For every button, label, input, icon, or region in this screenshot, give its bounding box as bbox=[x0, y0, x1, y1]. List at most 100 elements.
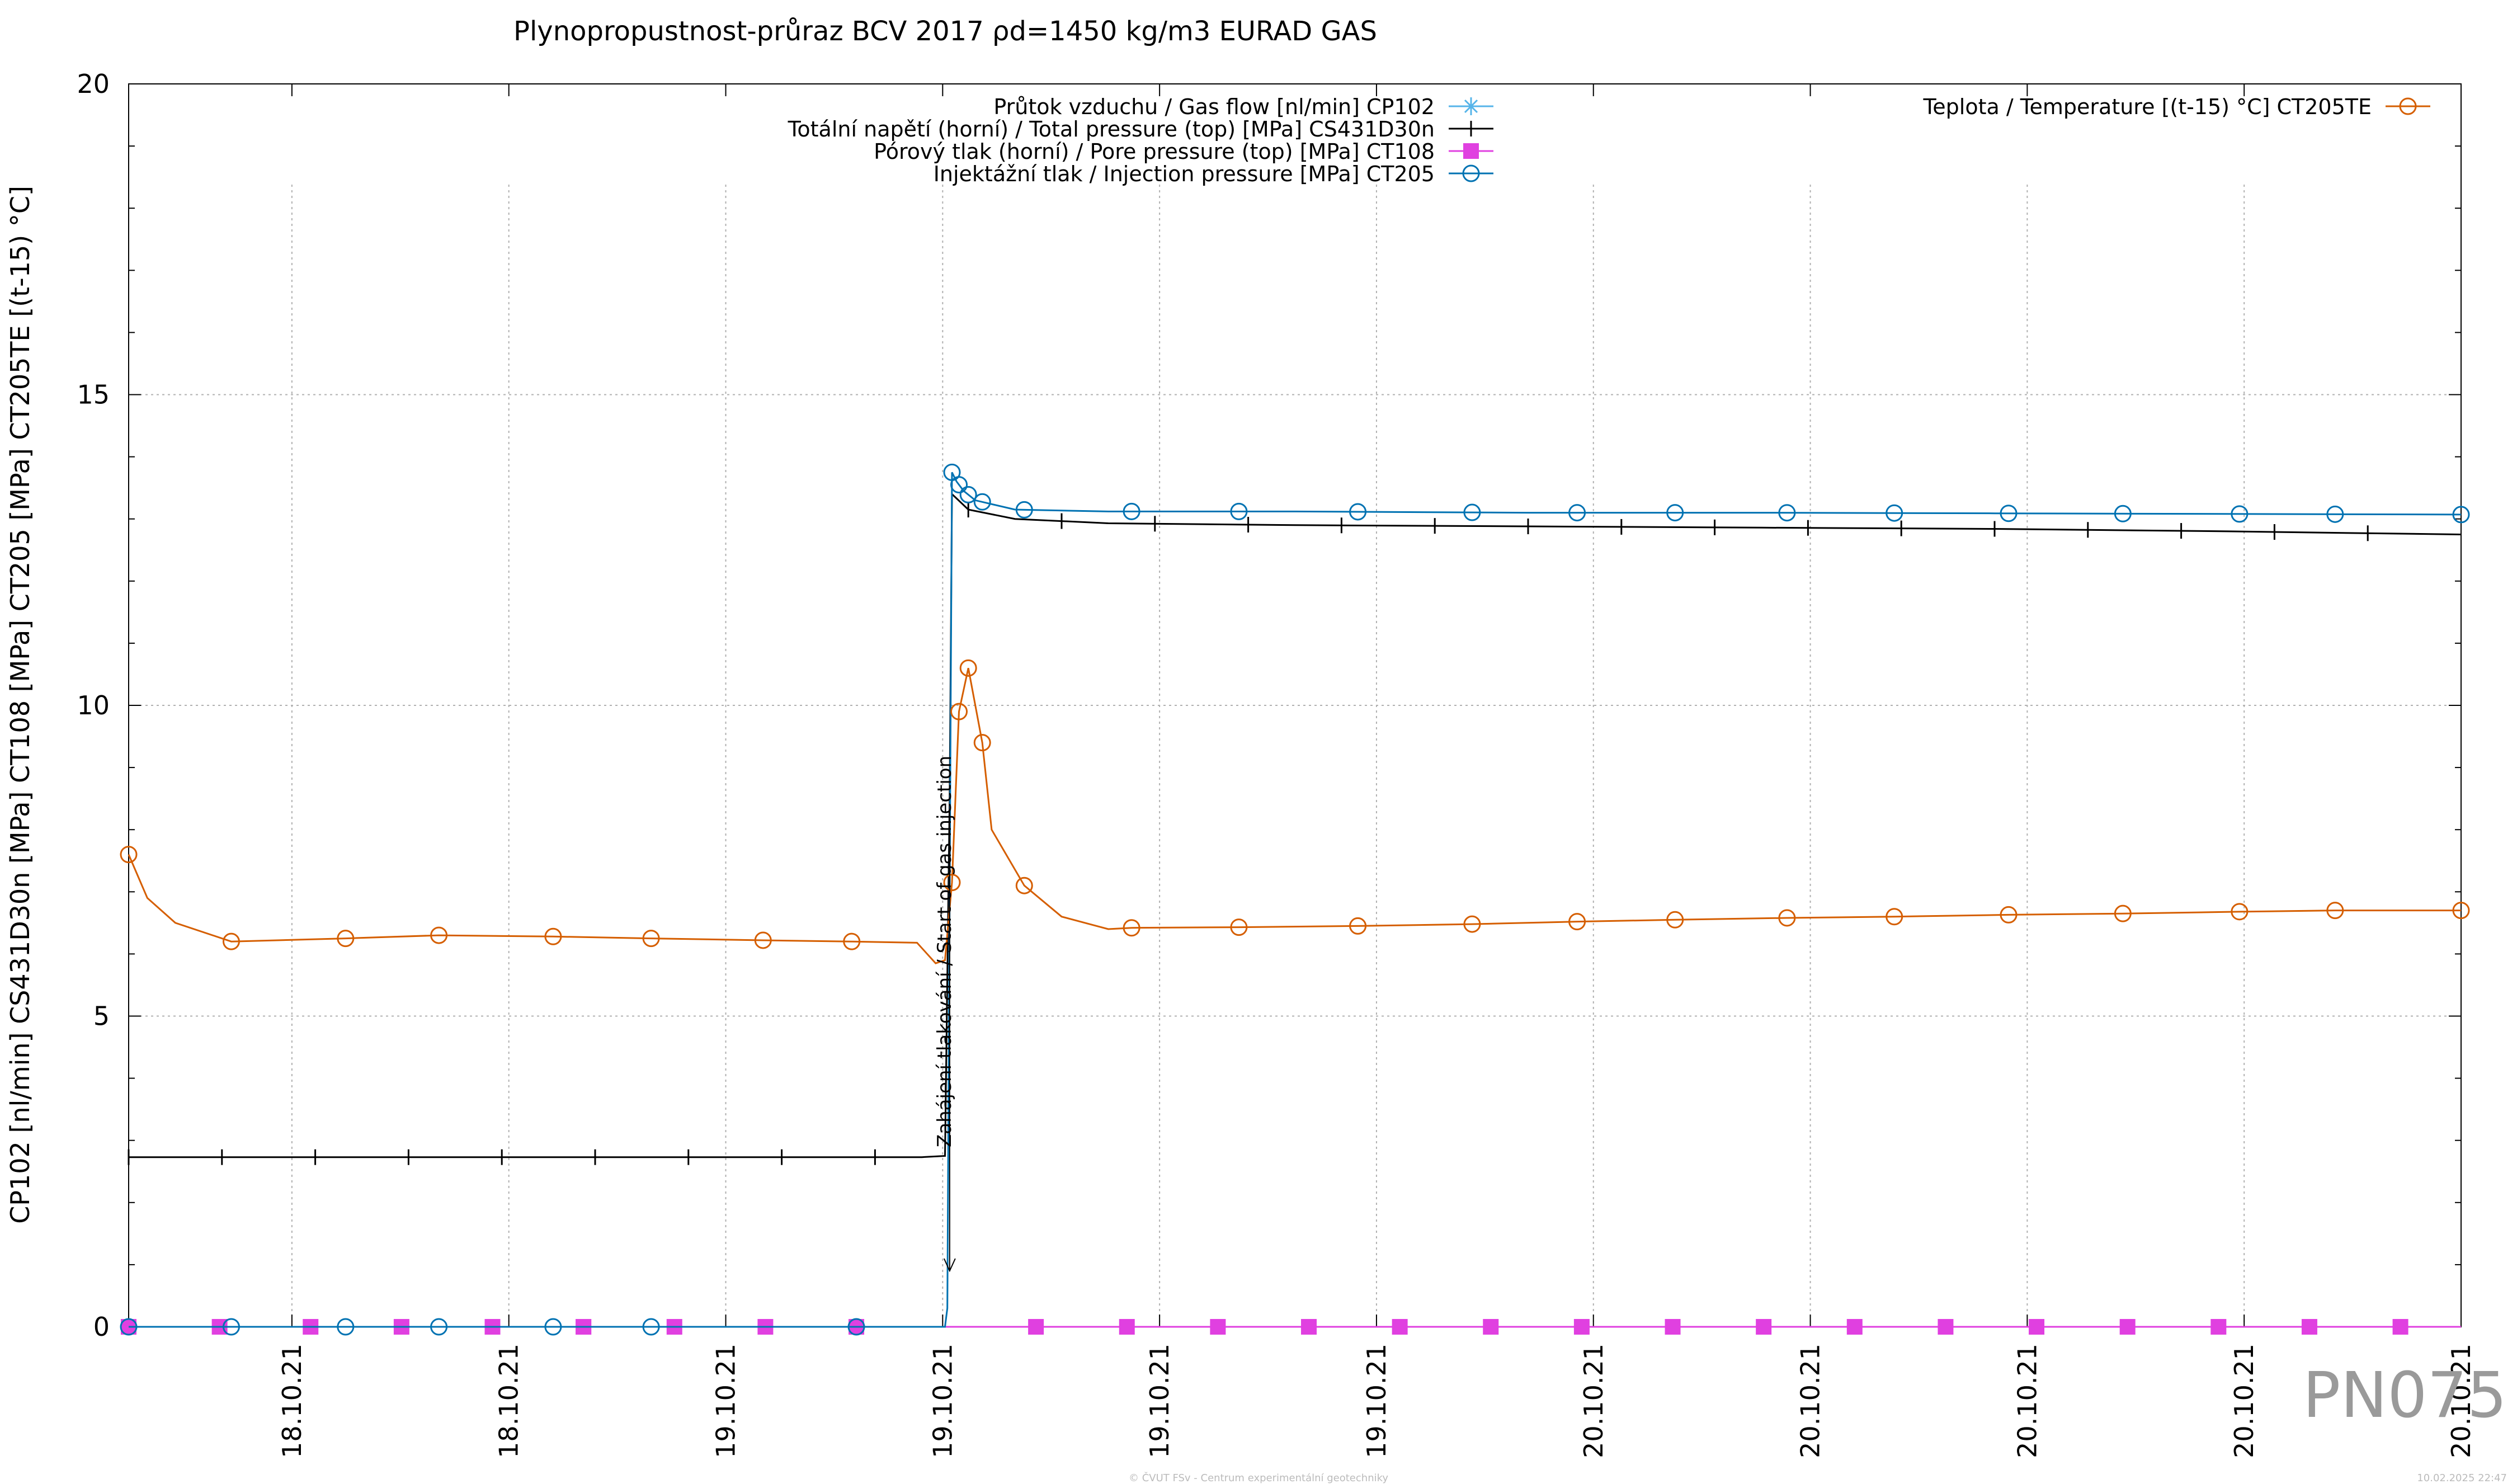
y-tick-label: 15 bbox=[77, 380, 110, 410]
series-4-point bbox=[1568, 913, 1586, 931]
series-3-point bbox=[950, 476, 968, 494]
series-4-point bbox=[943, 874, 961, 892]
series-line-3 bbox=[129, 472, 2462, 1328]
series-4-point bbox=[2326, 902, 2344, 920]
x-tick-label: 19.10.21 bbox=[711, 1344, 741, 1458]
series-2-point bbox=[1483, 1319, 1499, 1335]
legend-marker bbox=[1462, 97, 1480, 115]
series-4-point bbox=[754, 931, 772, 949]
series-2-point bbox=[1301, 1319, 1317, 1335]
series-4-point bbox=[1123, 919, 1140, 937]
y-tick-label: 5 bbox=[93, 1001, 110, 1031]
series-4-point bbox=[1015, 877, 1033, 894]
series-2-point bbox=[1210, 1319, 1226, 1335]
series-3-point bbox=[430, 1318, 448, 1336]
series-line-4 bbox=[128, 667, 2461, 964]
x-tick-label: 19.10.21 bbox=[1144, 1344, 1175, 1458]
series-4-point bbox=[2114, 904, 2132, 922]
series-4-point bbox=[973, 734, 991, 752]
y-tick-label: 20 bbox=[77, 69, 110, 99]
series-4-point bbox=[544, 927, 562, 945]
series-3-point bbox=[1666, 504, 1684, 522]
legend-marker bbox=[1463, 143, 1479, 159]
series-2-point bbox=[1756, 1319, 1772, 1335]
y-tick-label: 10 bbox=[77, 690, 110, 720]
x-tick-label: 19.10.21 bbox=[1361, 1344, 1392, 1458]
series-2-point bbox=[1392, 1319, 1408, 1335]
series-2-point bbox=[2029, 1319, 2045, 1335]
series-layer bbox=[120, 463, 2470, 1336]
series-4-point bbox=[222, 932, 240, 950]
series-3-point bbox=[1015, 501, 1033, 519]
y-tick-label: 0 bbox=[93, 1312, 110, 1342]
series-3-point bbox=[1568, 504, 1586, 522]
series-2-point bbox=[2301, 1319, 2317, 1335]
series-4-point bbox=[2231, 903, 2249, 921]
legend-marker bbox=[1462, 164, 1480, 182]
series-3-point bbox=[2000, 505, 2018, 522]
series-3-point bbox=[973, 493, 991, 511]
y-axis: 0 5 10 15 20 bbox=[77, 69, 2461, 1342]
x-axis: 18.10.21 18.10.21 19.10.21 19.10.21 19.10.21… bbox=[277, 84, 2476, 1458]
series-3-point bbox=[337, 1318, 355, 1336]
series-4-point bbox=[430, 926, 448, 944]
series-4-point bbox=[337, 930, 355, 948]
plot-frame bbox=[128, 83, 2462, 1327]
legend: Průtok vzduchu / Gas flow [nl/min] CP102… bbox=[788, 95, 2430, 186]
footer-credit: © ČVUT FSv - Centrum experimentální geot… bbox=[1128, 1472, 1389, 1484]
x-tick-label: 18.10.21 bbox=[494, 1344, 524, 1458]
series-3-point bbox=[2114, 505, 2132, 522]
series-3-point bbox=[1349, 503, 1367, 521]
legend-label: Pórový tlak (horní) / Pore pressure (top… bbox=[874, 139, 1435, 164]
watermark: PN075 bbox=[2302, 1359, 2507, 1432]
series-3-point bbox=[1778, 504, 1796, 522]
x-tick-label: 19.10.21 bbox=[927, 1344, 958, 1458]
series-3-point bbox=[1230, 502, 1248, 520]
x-tick-label: 20.10.21 bbox=[2229, 1344, 2259, 1458]
chart-title: Plynopropustnost-průraz BCV 2017 ρd=1450… bbox=[513, 16, 1377, 47]
series-3-point bbox=[1463, 503, 1481, 521]
series-4-point bbox=[843, 932, 861, 950]
footer-timestamp: 10.02.2025 22:47 bbox=[2417, 1472, 2507, 1484]
series-4-point bbox=[2000, 906, 2018, 924]
annotation-arrow-head bbox=[943, 1258, 956, 1273]
series-3-point bbox=[222, 1318, 240, 1336]
series-4-point bbox=[2452, 902, 2470, 920]
series-2-point bbox=[2210, 1319, 2227, 1335]
x-tick-label: 20.10.21 bbox=[1795, 1344, 1826, 1458]
series-4-point bbox=[642, 930, 660, 948]
series-3-point bbox=[2231, 505, 2249, 523]
series-3-point bbox=[959, 486, 977, 503]
series-3-point bbox=[2326, 505, 2344, 523]
annotation: Zahájení tlakování / Start of gas inject… bbox=[934, 756, 956, 1273]
series-2-point bbox=[1028, 1319, 1044, 1335]
series-4-point bbox=[1886, 908, 1903, 926]
series-2-point bbox=[1573, 1319, 1590, 1335]
x-tick-label: 20.10.21 bbox=[1578, 1344, 1609, 1458]
series-3-point bbox=[544, 1318, 562, 1336]
series-4-point bbox=[959, 659, 977, 677]
series-4-point bbox=[1778, 909, 1796, 927]
series-2-point bbox=[1665, 1319, 1681, 1335]
series-4-point bbox=[950, 703, 968, 720]
series-3-point bbox=[642, 1318, 660, 1336]
legend-label: Průtok vzduchu / Gas flow [nl/min] CP102 bbox=[993, 95, 1435, 119]
legend-label: Teplota / Temperature [(t-15) °C] CT205T… bbox=[1923, 95, 2372, 119]
series-4-point bbox=[1349, 917, 1367, 935]
grid bbox=[129, 185, 2461, 1327]
series-4-point bbox=[1463, 915, 1481, 933]
series-4-point bbox=[1230, 918, 1248, 936]
series-3-point bbox=[847, 1318, 865, 1336]
legend-marker bbox=[2399, 97, 2417, 115]
series-3-point bbox=[1886, 504, 1903, 522]
series-2-point bbox=[2392, 1319, 2408, 1335]
series-line-1 bbox=[129, 492, 2462, 1158]
series-2-point bbox=[1119, 1319, 1135, 1335]
series-3-point bbox=[120, 1318, 138, 1336]
legend-label: Totální napětí (horní) / Total pressure … bbox=[788, 117, 1435, 142]
x-tick-label: 20.10.21 bbox=[2012, 1344, 2042, 1458]
x-tick-label: 18.10.21 bbox=[277, 1344, 307, 1458]
series-2-point bbox=[1938, 1319, 1954, 1335]
series-3-point bbox=[1123, 502, 1140, 520]
series-4-point bbox=[120, 846, 138, 864]
